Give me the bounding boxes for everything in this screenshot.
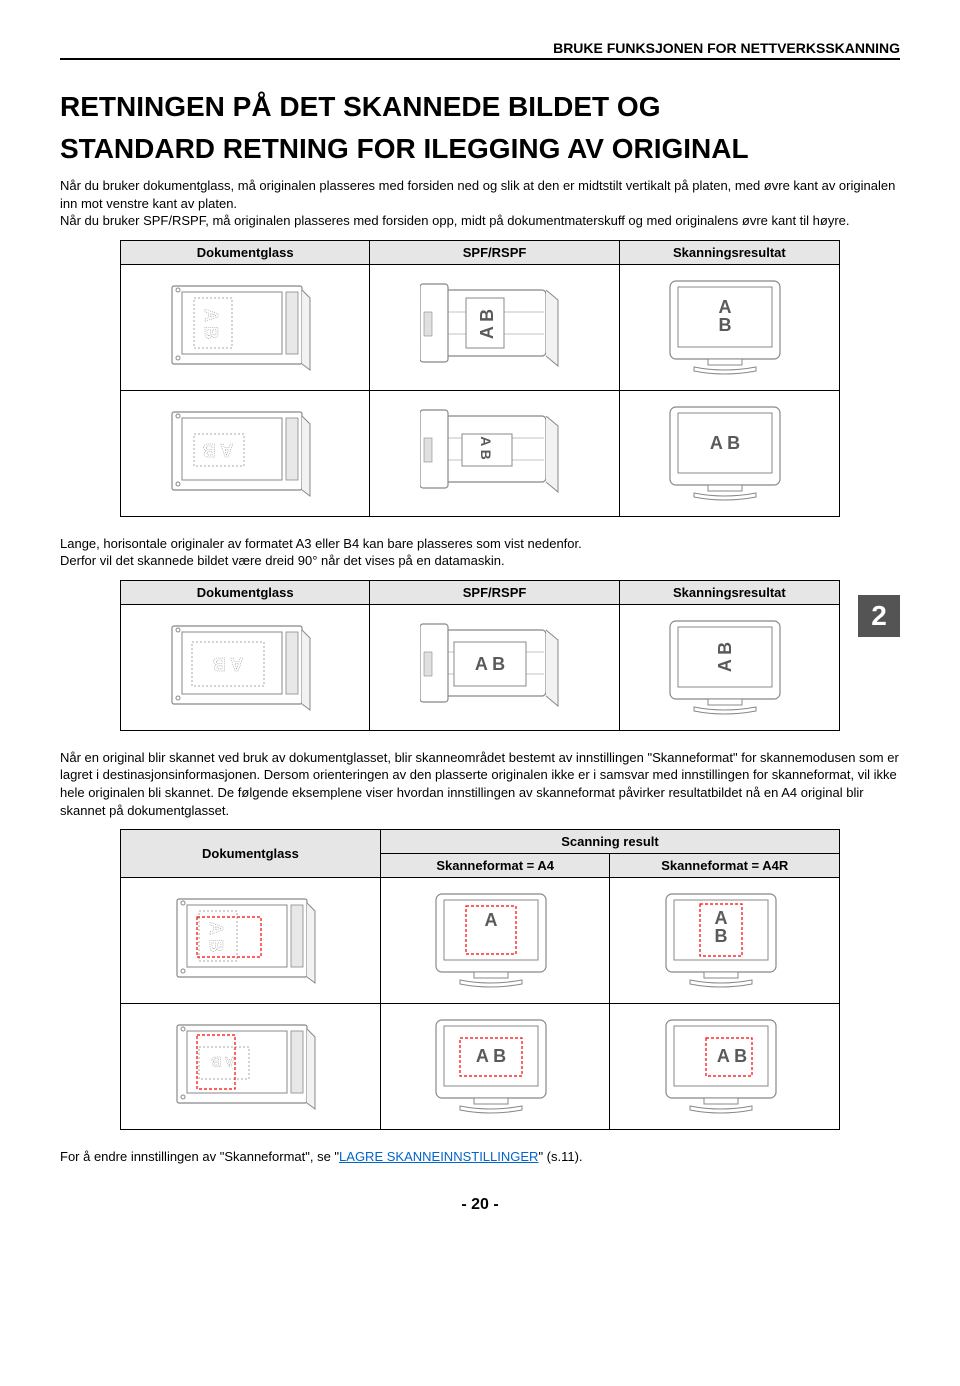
- svg-text:A: A: [719, 297, 732, 317]
- svg-text:A B: A B: [201, 309, 221, 339]
- footer-note: For å endre innstillingen av "Skanneform…: [60, 1148, 900, 1166]
- t2-r1c2: A B: [370, 604, 619, 730]
- svg-text:A B: A B: [203, 440, 233, 460]
- t3-r2c2: A B: [380, 1004, 610, 1130]
- t1-r1c1: A B: [121, 264, 370, 390]
- t2-h3: Skanningsresultat: [619, 580, 839, 604]
- t3-h1: Dokumentglass: [121, 830, 381, 878]
- svg-text:A B: A B: [213, 654, 243, 674]
- svg-text:A B: A B: [715, 642, 735, 672]
- t1-h3: Skanningsresultat: [619, 240, 839, 264]
- svg-text:A: A: [714, 908, 727, 928]
- link-lagre[interactable]: LAGRE SKANNEINNSTILLINGER: [339, 1149, 538, 1164]
- t3-sub2: Skanneformat = A4R: [610, 854, 840, 878]
- t1-h2: SPF/RSPF: [370, 240, 619, 264]
- t1-h1: Dokumentglass: [121, 240, 370, 264]
- title-line2: STANDARD RETNING FOR ILEGGING AV ORIGINA…: [60, 132, 900, 166]
- page-header: BRUKE FUNKSJONEN FOR NETTVERKSSKANNING: [60, 40, 900, 60]
- svg-text:B: B: [719, 315, 732, 335]
- t3-r1c1: A B: [121, 878, 381, 1004]
- t1-r2c3: A B: [619, 390, 839, 516]
- svg-text:A B: A B: [478, 436, 494, 460]
- svg-text:A B: A B: [474, 654, 504, 674]
- table-orientation-1: Dokumentglass SPF/RSPF Skanningsresultat…: [120, 240, 840, 517]
- svg-text:B: B: [714, 926, 727, 946]
- svg-text:A B: A B: [212, 1054, 236, 1070]
- table-orientation-2: Dokumentglass SPF/RSPF Skanningsresultat…: [120, 580, 840, 731]
- paragraph-3: Når en original blir skannet ved bruk av…: [60, 749, 900, 819]
- chapter-tab: 2: [858, 595, 900, 637]
- t2-h2: SPF/RSPF: [370, 580, 619, 604]
- svg-text:A: A: [485, 910, 498, 930]
- t2-r1c3: A B: [619, 604, 839, 730]
- t1-r1c2: A B: [370, 264, 619, 390]
- table-scanformat: Dokumentglass Scanning result Skanneform…: [120, 829, 840, 1130]
- t3-r1c3: A B: [610, 878, 840, 1004]
- paragraph-2: Lange, horisontale originaler av formate…: [60, 535, 900, 570]
- svg-text:A B: A B: [717, 1046, 747, 1066]
- svg-text:A B: A B: [476, 1046, 506, 1066]
- t1-r2c2: A B: [370, 390, 619, 516]
- svg-text:A B: A B: [710, 433, 740, 453]
- svg-text:A B: A B: [206, 922, 226, 952]
- t3-sub1: Skanneformat = A4: [380, 854, 610, 878]
- page-number: - 20 -: [60, 1196, 900, 1214]
- t3-r2c1: A B: [121, 1004, 381, 1130]
- t1-r1c3: A B: [619, 264, 839, 390]
- t3-h-span: Scanning result: [380, 830, 839, 854]
- intro-paragraph: Når du bruker dokumentglass, må original…: [60, 177, 900, 230]
- t3-r1c2: A: [380, 878, 610, 1004]
- t2-h1: Dokumentglass: [121, 580, 370, 604]
- t1-r2c1: A B: [121, 390, 370, 516]
- svg-text:A B: A B: [477, 309, 497, 339]
- title-line1: RETNINGEN PÅ DET SKANNEDE BILDET OG: [60, 90, 900, 124]
- t3-r2c3: A B: [610, 1004, 840, 1130]
- t2-r1c1: A B: [121, 604, 370, 730]
